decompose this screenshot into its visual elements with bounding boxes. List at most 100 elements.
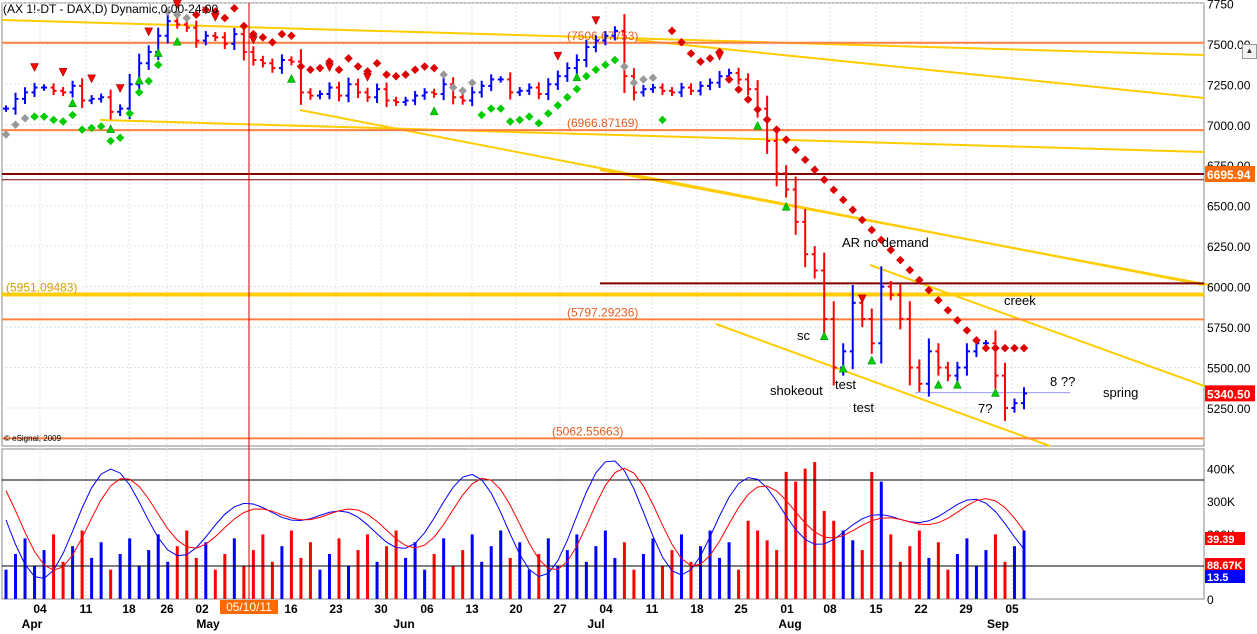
volume-tick-label: 0 (1207, 593, 1214, 607)
buy-signal-triangle (819, 331, 829, 341)
buy-signal-triangle (106, 124, 116, 133)
buy-signal-triangle (867, 355, 877, 365)
date-tick-label: 08 (823, 602, 837, 616)
buy-signal-triangle (134, 75, 144, 85)
trend-line (599, 169, 1211, 286)
sar-dot (144, 76, 153, 86)
date-tick-label: 11 (646, 602, 659, 616)
buy-signal-triangle (991, 387, 1000, 397)
price-tick-label: 6250.00 (1207, 240, 1251, 254)
sell-signal-triangle (553, 51, 563, 61)
indicator-badge (1205, 532, 1245, 545)
sar-dot (382, 70, 391, 79)
sar-dot (39, 112, 49, 121)
month-label: Jul (587, 617, 604, 631)
sar-dot (306, 65, 315, 74)
sar-dot (287, 31, 296, 40)
sar-dot (467, 78, 477, 87)
chart-annotation: test (853, 400, 874, 415)
cursor-date-badge (220, 600, 278, 614)
sar-dot (106, 136, 115, 146)
date-tick-label: 04 (599, 602, 613, 616)
date-tick-label: 29 (959, 602, 973, 616)
buy-signal-triangle (952, 379, 962, 389)
date-tick-label: 01 (780, 602, 794, 616)
sar-dot (896, 255, 905, 265)
date-tick-label: 23 (329, 602, 343, 616)
buy-signal-triangle (429, 106, 439, 116)
chart-annotation: AR no demand (842, 235, 929, 250)
sar-dot (87, 123, 96, 133)
level-label: (7506.67753) (567, 29, 638, 43)
chart-annotation: shokeout (770, 383, 823, 398)
buy-signal-triangle (68, 98, 78, 107)
sar-dot (410, 65, 420, 74)
price-badge-label: 5340.50 (1207, 387, 1251, 401)
sell-signal-triangle (248, 35, 258, 45)
sell-signal-triangle (210, 13, 220, 22)
chart-annotation: sc (797, 328, 811, 343)
price-badge (1205, 385, 1255, 402)
date-tick-label: 27 (553, 602, 567, 616)
scroll-up-icon[interactable]: ▲ (1242, 44, 1257, 59)
cursor-date-label: 05/10/11 (226, 600, 272, 614)
sar-dot (448, 83, 458, 92)
price-tick-label: 7000.00 (1207, 119, 1251, 133)
sar-dot (153, 60, 163, 70)
sar-dot (943, 306, 953, 315)
trend-line (635, 39, 1205, 99)
trend-line (869, 264, 1211, 389)
sar-dot (1000, 343, 1010, 353)
trend-line (99, 119, 1205, 153)
sar-dot (125, 109, 134, 118)
price-tick-label: 7750 (1207, 0, 1234, 11)
sar-dot (277, 29, 287, 39)
date-tick-label: 30 (374, 602, 388, 616)
volume-tick-label: 400K (1207, 463, 1235, 477)
date-tick-label: 15 (869, 602, 883, 616)
sar-dot (258, 33, 268, 42)
indicator-badge-label: 88.67K (1207, 560, 1243, 572)
sar-dot (962, 326, 972, 335)
sell-signal-triangle (857, 294, 867, 304)
month-label: Sep (987, 617, 1009, 631)
sar-dot (115, 133, 125, 142)
buy-signal-triangle (838, 363, 848, 373)
sell-signal-triangle (325, 63, 334, 73)
sar-dot (972, 336, 981, 345)
price-tick-label: 5250.00 (1207, 402, 1251, 416)
month-label: Aug (778, 617, 801, 631)
price-tick-label: 7250.00 (1207, 78, 1251, 92)
sell-signal-triangle (363, 72, 372, 82)
sar-dot (496, 104, 505, 113)
sar-dot (439, 70, 448, 79)
sar-dot (68, 110, 77, 120)
sar-dot (477, 110, 486, 120)
indicator-badge-label: 39.39 (1207, 534, 1235, 546)
buy-signal-triangle (172, 36, 182, 46)
chart-title: (AX 1!-DT - DAX,D) Dynamic,0:00-24:00 (3, 2, 219, 16)
sell-signal-triangle (591, 16, 601, 26)
indicator-badge-label: 13.5 (1207, 572, 1228, 584)
level-label: (6966.87169) (567, 116, 638, 130)
sell-signal-triangle (58, 68, 68, 77)
sar-dot (96, 122, 106, 131)
level-label: (5951.09483) (6, 281, 77, 295)
month-label: May (196, 617, 220, 631)
date-tick-label: 25 (734, 602, 748, 616)
sar-dot (315, 63, 325, 73)
date-tick-label: 04 (33, 602, 47, 616)
sar-dot (134, 88, 144, 97)
indicator-badge (1205, 570, 1245, 583)
sell-signal-triangle (87, 74, 97, 84)
sell-signal-triangle (115, 84, 125, 94)
price-panel (1, 2, 1205, 447)
sar-dot (991, 343, 1000, 353)
buy-signal-triangle (287, 73, 296, 83)
sar-dot (334, 65, 344, 74)
oscillator-slow-line (5, 467, 1025, 571)
date-tick-label: 13 (465, 602, 479, 616)
date-tick-label: 22 (914, 602, 928, 616)
trend-line (715, 323, 1051, 447)
